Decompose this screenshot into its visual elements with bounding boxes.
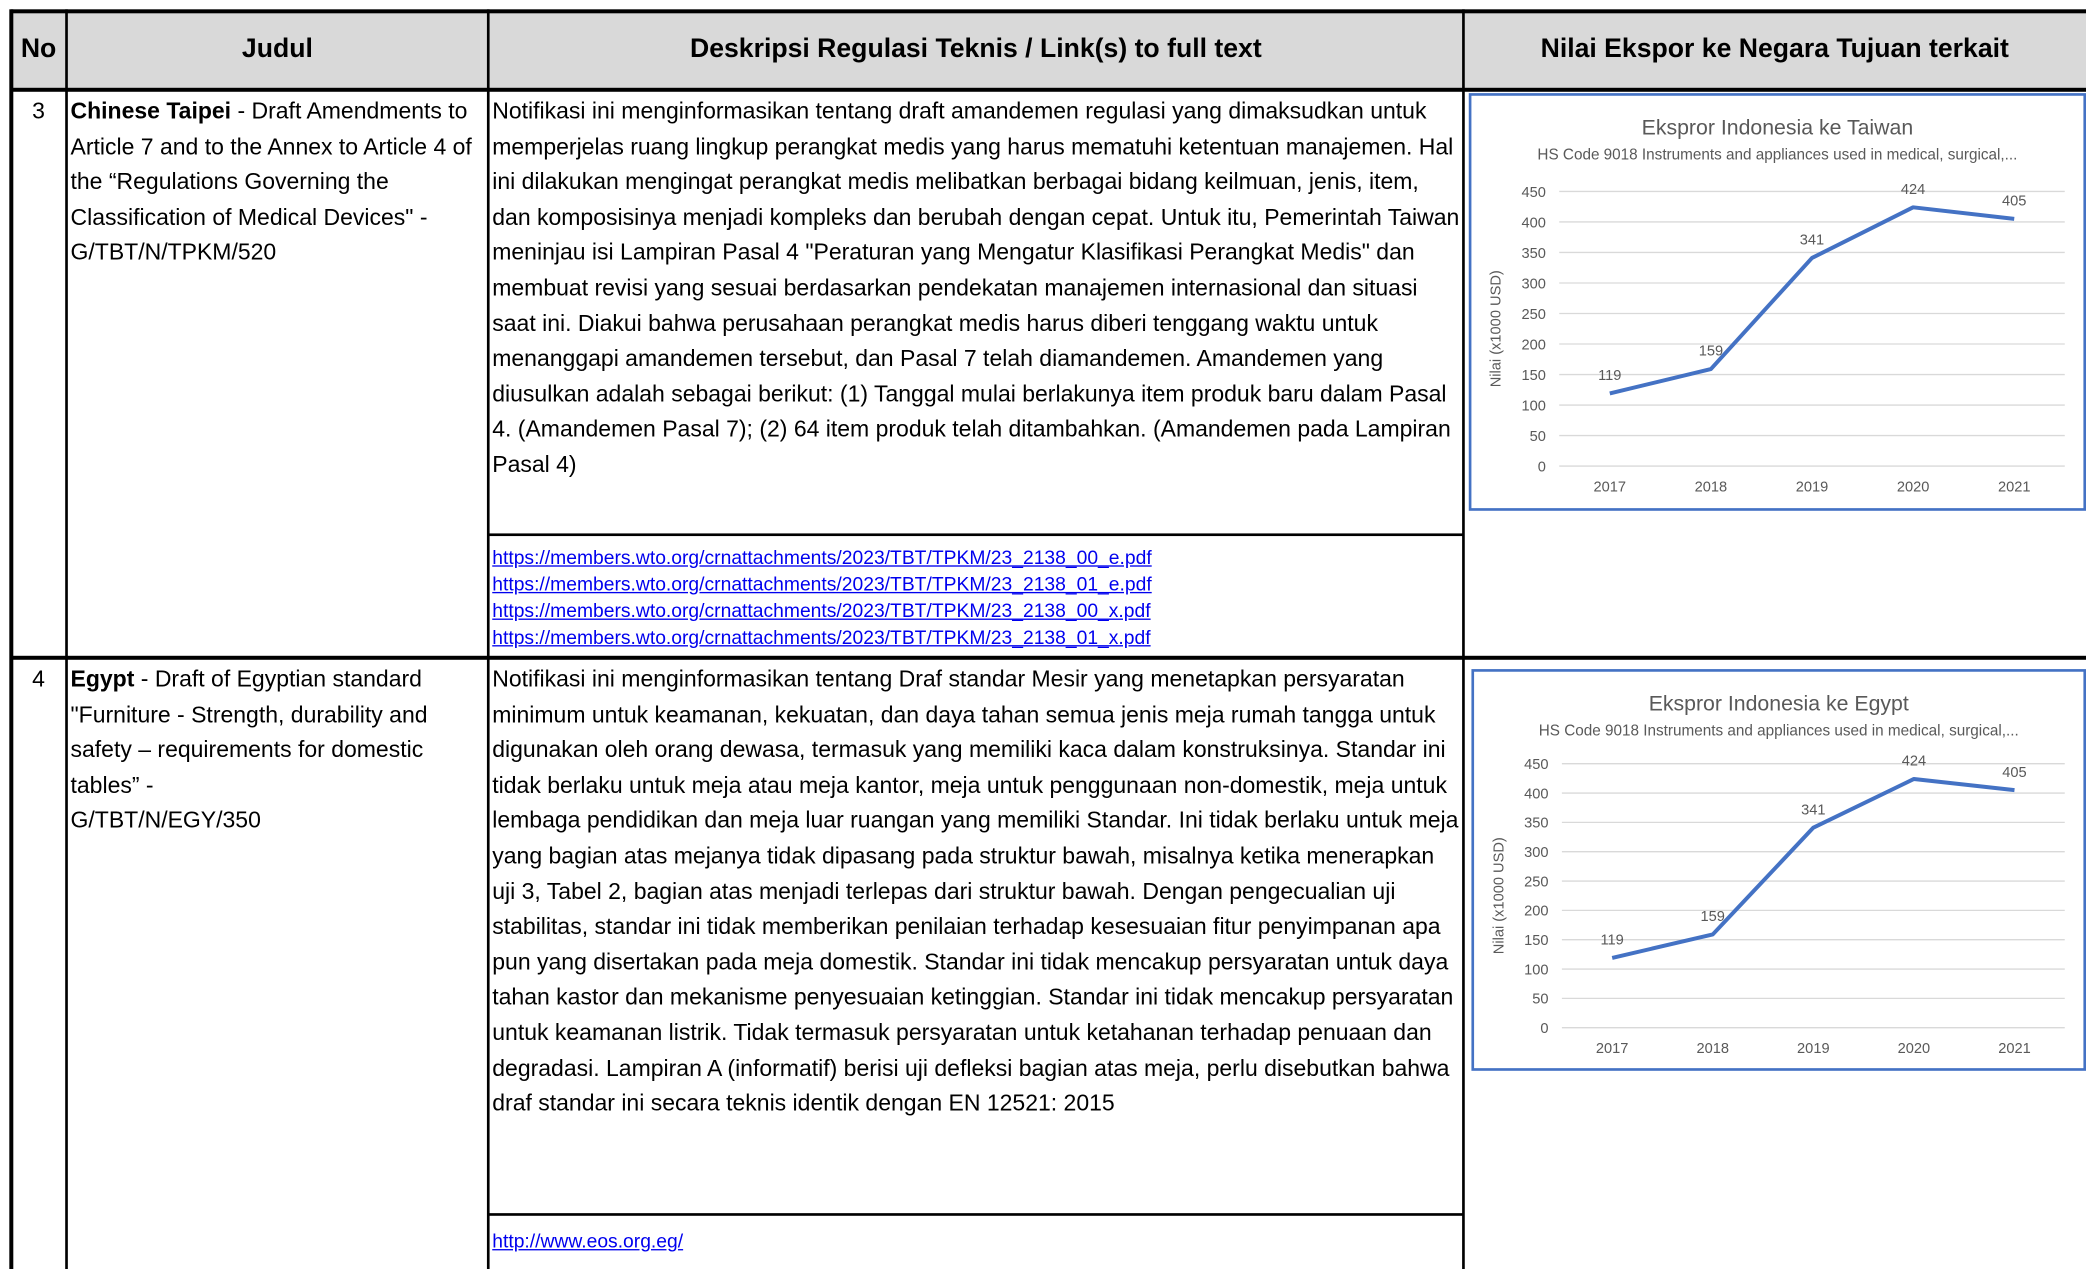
x-tick-label: 2019 xyxy=(1796,479,1829,495)
rule xyxy=(1462,9,1465,1269)
y-tick-label: 350 xyxy=(1522,246,1546,262)
x-tick-label: 2021 xyxy=(1998,479,2031,495)
link[interactable]: https://members.wto.org/crnattachments/2… xyxy=(492,574,1152,596)
header-description: Deskripsi Regulasi Teknis / Link(s) to f… xyxy=(488,10,1464,90)
chart-subtitle: HS Code 9018 Instruments and appliances … xyxy=(1537,147,2017,164)
data-label: 159 xyxy=(1701,909,1725,925)
y-tick-label: 400 xyxy=(1524,786,1548,802)
y-tick-label: 300 xyxy=(1522,276,1546,292)
y-tick-label: 100 xyxy=(1522,398,1546,414)
y-tick-label: 100 xyxy=(1524,962,1548,978)
chart-box: Ekspror Indonesia ke Taiwan HS Code 9018 … xyxy=(1468,93,2086,511)
y-tick-label: 200 xyxy=(1524,904,1548,920)
y-tick-label: 400 xyxy=(1522,215,1546,231)
row-no: 3 xyxy=(32,97,45,124)
data-label: 119 xyxy=(1601,933,1624,949)
x-tick-label: 2017 xyxy=(1594,479,1627,495)
link[interactable]: https://members.wto.org/crnattachments/2… xyxy=(492,548,1152,570)
data-label: 159 xyxy=(1699,344,1723,360)
x-tick-label: 2018 xyxy=(1695,479,1728,495)
y-tick-label: 250 xyxy=(1522,307,1546,323)
links: http://www.eos.org.eg/ xyxy=(488,1218,1463,1266)
data-label: 424 xyxy=(1902,754,1926,770)
description: Notifikasi ini menginformasikan tentang … xyxy=(492,665,1459,1117)
row-no: 4 xyxy=(32,665,45,692)
y-tick-label: 300 xyxy=(1524,845,1548,861)
data-label: 424 xyxy=(1901,182,1925,198)
x-tick-label: 2020 xyxy=(1897,479,1930,495)
y-tick-label: 0 xyxy=(1538,459,1546,475)
notification-code: G/TBT/N/TPKM/520 xyxy=(70,238,277,266)
chart-title: Ekspror Indonesia ke Taiwan xyxy=(1642,115,1914,139)
rule xyxy=(10,9,2086,14)
data-label: 405 xyxy=(2002,765,2026,781)
rule xyxy=(10,87,2086,92)
chart-box: Ekspror Indonesia ke Egypt HS Code 9018 I… xyxy=(1471,669,2086,1071)
y-tick-label: 200 xyxy=(1522,337,1546,353)
y-tick-label: 250 xyxy=(1524,874,1548,890)
link[interactable]: https://members.wto.org/crnattachments/2… xyxy=(492,601,1151,623)
header-export: Nilai Ekspor ke Negara Tujuan terkait xyxy=(1463,10,2086,90)
y-tick-label: 150 xyxy=(1522,368,1546,384)
chart: Ekspror Indonesia ke Egypt HS Code 9018 I… xyxy=(1491,691,2065,1057)
x-tick-label: 2021 xyxy=(1998,1041,2031,1057)
x-tick-label: 2020 xyxy=(1898,1041,1931,1057)
rule xyxy=(9,9,14,1269)
line-series xyxy=(1611,776,2015,960)
title-text: - Draft of Egyptian standard "Furniture … xyxy=(70,665,428,798)
data-label: 119 xyxy=(1598,368,1621,384)
row-title: Egypt - Draft of Egyptian standard "Furn… xyxy=(67,658,489,840)
rule xyxy=(486,9,490,1269)
y-tick-label: 450 xyxy=(1524,757,1548,773)
x-tick-label: 2017 xyxy=(1596,1041,1629,1057)
chart-title: Ekspror Indonesia ke Egypt xyxy=(1649,691,1909,715)
y-tick-label: 0 xyxy=(1540,1021,1548,1037)
y-tick-label: 450 xyxy=(1522,185,1546,201)
rule xyxy=(65,9,68,1269)
line-series xyxy=(1609,205,2015,396)
chart: Ekspror Indonesia ke Taiwan HS Code 9018 … xyxy=(1489,115,2065,495)
y-tick-label: 50 xyxy=(1530,429,1546,445)
link[interactable]: https://members.wto.org/crnattachments/2… xyxy=(492,627,1151,650)
data-label: 341 xyxy=(1800,233,1824,249)
title-text: - Draft Amendments to Article 7 and to t… xyxy=(70,97,472,230)
links: https://members.wto.org/crnattachments/2… xyxy=(488,535,1463,663)
x-tick-label: 2018 xyxy=(1696,1041,1729,1057)
rule xyxy=(488,533,1464,537)
chart-subtitle: HS Code 9018 Instruments and appliances … xyxy=(1539,723,2019,740)
notification-code: G/TBT/N/EGY/350 xyxy=(70,806,261,834)
y-axis-label: Nilai (x1000 USD) xyxy=(1491,837,1507,954)
country: Chinese Taipei xyxy=(70,97,232,124)
data-label: 405 xyxy=(2002,194,2026,210)
row-title: Chinese Taipei - Draft Amendments to Art… xyxy=(67,90,489,272)
header-no: No xyxy=(10,10,67,90)
country: Egypt xyxy=(70,665,135,692)
link[interactable]: http://www.eos.org.eg/ xyxy=(492,1231,684,1254)
header-title: Judul xyxy=(66,10,489,90)
y-axis-label: Nilai (x1000 USD) xyxy=(1489,270,1505,387)
data-label: 341 xyxy=(1801,802,1825,818)
rule xyxy=(488,1213,1464,1216)
rule xyxy=(10,655,2086,660)
y-tick-label: 350 xyxy=(1524,816,1548,832)
x-tick-label: 2019 xyxy=(1797,1041,1830,1057)
y-tick-label: 50 xyxy=(1532,992,1548,1008)
description: Notifikasi ini menginformasikan tentang … xyxy=(492,97,1460,478)
y-tick-label: 150 xyxy=(1524,933,1548,949)
